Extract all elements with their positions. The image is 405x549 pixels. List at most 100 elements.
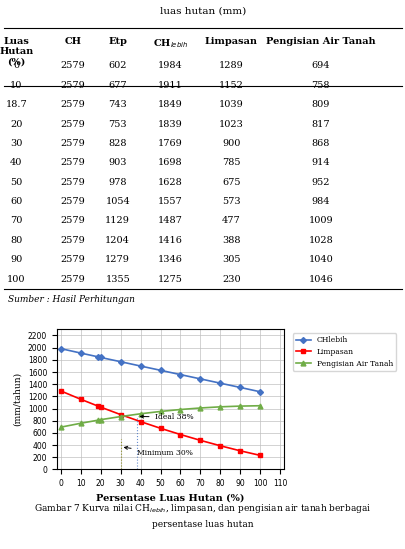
CHlebih (217, 380, 222, 386)
Y-axis label: (mm/tahun): (mm/tahun) (13, 372, 22, 427)
Text: Ideal 38%: Ideal 38% (140, 413, 193, 421)
Text: 1023: 1023 (218, 120, 243, 128)
Line: Pengisian Air Tanah: Pengisian Air Tanah (58, 404, 262, 429)
Pengisian Air Tanah (178, 406, 183, 413)
Text: 18.7: 18.7 (5, 100, 27, 109)
Text: 1204: 1204 (105, 236, 130, 245)
CHlebih (98, 354, 103, 361)
Text: 2579: 2579 (61, 197, 85, 206)
Text: CH: CH (64, 37, 81, 46)
Text: 60: 60 (10, 197, 22, 206)
Text: 694: 694 (311, 61, 329, 70)
Text: 1152: 1152 (218, 81, 243, 90)
Text: 80: 80 (10, 236, 22, 245)
Text: 573: 573 (222, 197, 240, 206)
CHlebih (138, 363, 143, 369)
Text: 2579: 2579 (61, 274, 85, 283)
CHlebih (158, 367, 162, 374)
Text: 984: 984 (311, 197, 329, 206)
Text: 2579: 2579 (61, 120, 85, 128)
Text: 1346: 1346 (158, 255, 183, 264)
CHlebih (237, 384, 242, 391)
Text: 785: 785 (222, 158, 240, 167)
Limpasan (198, 437, 202, 444)
Limpasan (158, 425, 162, 432)
Text: Etp: Etp (108, 37, 127, 46)
Text: 230: 230 (222, 274, 240, 283)
Text: 868: 868 (311, 139, 329, 148)
Text: 675: 675 (222, 178, 240, 187)
Pengisian Air Tanah (217, 404, 222, 410)
Text: 2579: 2579 (61, 236, 85, 245)
Text: 1839: 1839 (158, 120, 182, 128)
Text: 20: 20 (10, 120, 22, 128)
Text: 2579: 2579 (61, 61, 85, 70)
Text: 30: 30 (10, 139, 22, 148)
Text: 1028: 1028 (308, 236, 332, 245)
Text: Luas
Hutan
(%): Luas Hutan (%) (0, 37, 33, 66)
Text: 2579: 2579 (61, 81, 85, 90)
Text: 1769: 1769 (158, 139, 182, 148)
Limpasan (237, 447, 242, 454)
Pengisian Air Tanah (98, 416, 103, 423)
Text: 1275: 1275 (158, 274, 183, 283)
Limpasan (96, 403, 100, 410)
Text: 1279: 1279 (105, 255, 130, 264)
Limpasan (178, 431, 183, 438)
Text: 1557: 1557 (158, 197, 182, 206)
Text: Gambar 7 Kurva nilai CH$_{lebih}$, limpasan, dan pengisian air tanah berbagai: Gambar 7 Kurva nilai CH$_{lebih}$, limpa… (34, 502, 371, 516)
Legend: CHlebih, Limpasan, Pengisian Air Tanah: CHlebih, Limpasan, Pengisian Air Tanah (292, 333, 395, 371)
Text: Minimum 30%: Minimum 30% (124, 446, 192, 457)
Pengisian Air Tanah (58, 424, 63, 430)
CHlebih (96, 354, 100, 360)
Text: 1289: 1289 (219, 61, 243, 70)
Text: 90: 90 (10, 255, 22, 264)
Text: 978: 978 (108, 178, 127, 187)
Text: 40: 40 (10, 158, 22, 167)
Pengisian Air Tanah (257, 402, 262, 409)
Text: 1628: 1628 (158, 178, 182, 187)
Pengisian Air Tanah (78, 420, 83, 427)
Text: 2579: 2579 (61, 100, 85, 109)
Text: 2579: 2579 (61, 216, 85, 226)
Text: 477: 477 (222, 216, 240, 226)
Text: 2579: 2579 (61, 255, 85, 264)
Text: 828: 828 (108, 139, 127, 148)
Text: 903: 903 (108, 158, 127, 167)
Text: Limpasan: Limpasan (205, 37, 257, 46)
Text: 1039: 1039 (219, 100, 243, 109)
Text: 50: 50 (10, 178, 22, 187)
Pengisian Air Tanah (158, 408, 162, 414)
Text: 1849: 1849 (158, 100, 182, 109)
CHlebih (118, 358, 123, 365)
Limpasan (217, 442, 222, 449)
Text: 388: 388 (222, 236, 240, 245)
Text: 809: 809 (311, 100, 329, 109)
Text: luas hutan (mm): luas hutan (mm) (160, 6, 245, 15)
Pengisian Air Tanah (118, 413, 123, 420)
X-axis label: Persentase Luas Hutan (%): Persentase Luas Hutan (%) (96, 494, 244, 503)
Limpasan (78, 396, 83, 402)
Text: 677: 677 (108, 81, 127, 90)
Limpasan (138, 418, 143, 425)
Limpasan (58, 388, 63, 394)
Text: 1911: 1911 (158, 81, 183, 90)
Text: 1416: 1416 (158, 236, 183, 245)
Text: 817: 817 (311, 120, 329, 128)
Text: persentase luas hutan: persentase luas hutan (152, 520, 253, 529)
Text: 1698: 1698 (158, 158, 182, 167)
Text: 70: 70 (10, 216, 22, 226)
Text: 914: 914 (311, 158, 329, 167)
Text: 1040: 1040 (308, 255, 332, 264)
Line: CHlebih: CHlebih (59, 346, 262, 394)
CHlebih (198, 376, 202, 382)
Text: 1355: 1355 (105, 274, 130, 283)
Text: 900: 900 (222, 139, 240, 148)
Pengisian Air Tanah (138, 411, 143, 417)
Text: 1009: 1009 (308, 216, 332, 226)
Text: 305: 305 (222, 255, 240, 264)
CHlebih (58, 345, 63, 352)
Text: 1487: 1487 (158, 216, 183, 226)
Text: 2579: 2579 (61, 158, 85, 167)
Text: 1129: 1129 (105, 216, 130, 226)
